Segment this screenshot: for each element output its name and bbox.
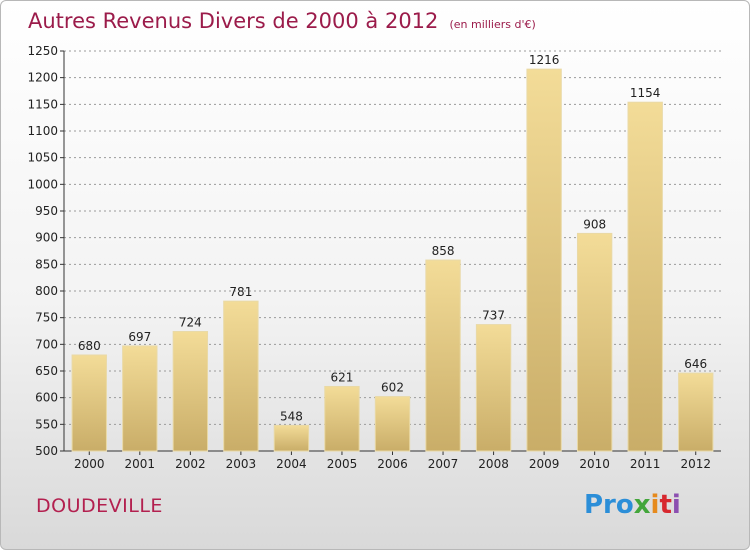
x-tick-label: 2006: [377, 457, 408, 471]
y-tick-label: 800: [35, 284, 58, 298]
x-tick-label: 2007: [428, 457, 459, 471]
value-label-2012: 646: [684, 357, 707, 371]
bars: [71, 68, 714, 452]
y-tick-label: 1050: [27, 151, 58, 165]
value-label-2007: 858: [432, 244, 455, 258]
bar-2000: [71, 354, 107, 452]
y-tick-label: 950: [35, 204, 58, 218]
y-tick-label: 900: [35, 231, 58, 245]
y-tick-label: 700: [35, 337, 58, 351]
x-tick-label: 2004: [276, 457, 307, 471]
bar-2004: [273, 424, 310, 452]
bar-2009: [526, 68, 562, 452]
bar-2003: [223, 300, 259, 452]
x-tick-label: 2000: [74, 457, 105, 471]
logo-part: x: [633, 490, 651, 520]
bar-2007: [425, 259, 461, 452]
chart-title-main: Autres Revenus Divers de 2000 à 2012: [28, 9, 439, 33]
y-tick-label: 600: [35, 391, 58, 405]
y-tick-label: 500: [35, 444, 58, 458]
x-tick-label: 2002: [175, 457, 206, 471]
x-tick-label: 2010: [579, 457, 610, 471]
value-label-2002: 724: [179, 316, 202, 330]
y-tick-label: 1000: [27, 177, 58, 191]
y-tick-label: 1150: [27, 97, 58, 111]
x-tick-label: 2009: [529, 457, 560, 471]
logo-part: i: [671, 490, 681, 520]
value-label-2011: 1154: [630, 86, 661, 100]
bar-2005: [324, 385, 360, 452]
value-label-2009: 1216: [529, 53, 560, 67]
proxiti-logo[interactable]: Proxiti: [584, 490, 681, 520]
x-tick-label: 2005: [327, 457, 358, 471]
x-tick-label: 2003: [226, 457, 257, 471]
logo-part: Pro: [584, 490, 634, 520]
bar-2008: [475, 324, 512, 452]
bar-2012: [678, 372, 714, 452]
y-tick-label: 1250: [27, 44, 58, 58]
bar-2010: [576, 232, 613, 452]
value-label-2004: 548: [280, 409, 303, 423]
x-tick-label: 2008: [478, 457, 509, 471]
value-label-2006: 602: [381, 381, 404, 395]
logo-part: i: [650, 490, 660, 520]
labels: 2000 680 2001 697 2002 724 2003 781 2004 548 2005 6…: [74, 53, 711, 471]
chart-title-unit: (en milliers d'€): [449, 18, 536, 31]
bar-2006: [374, 396, 411, 452]
value-label-2003: 781: [229, 285, 252, 299]
bar-2011: [627, 101, 663, 452]
y-tick-label: 650: [35, 364, 58, 378]
x-tick-label: 2001: [125, 457, 156, 471]
y-tick-label: 850: [35, 257, 58, 271]
value-label-2010: 908: [583, 217, 606, 231]
value-label-2000: 680: [78, 339, 101, 353]
commune-name: DOUDEVILLE: [36, 495, 163, 517]
chart-title: Autres Revenus Divers de 2000 à 2012 (en…: [28, 9, 536, 33]
bar-2001: [122, 345, 158, 452]
value-label-2005: 621: [331, 370, 354, 384]
y-tick-label: 1200: [27, 71, 58, 85]
axes: 500 550 600 650 700 750 800 850 900 950 1000 1050 11…: [27, 44, 721, 458]
logo-part: t: [659, 490, 672, 520]
value-label-2001: 697: [128, 330, 151, 344]
x-tick-label: 2011: [630, 457, 661, 471]
y-tick-label: 1100: [27, 124, 58, 138]
y-tick-label: 750: [35, 311, 58, 325]
bar-2002: [172, 331, 209, 452]
x-tick-label: 2012: [680, 457, 711, 471]
value-label-2008: 737: [482, 309, 505, 323]
y-tick-label: 550: [35, 417, 58, 431]
